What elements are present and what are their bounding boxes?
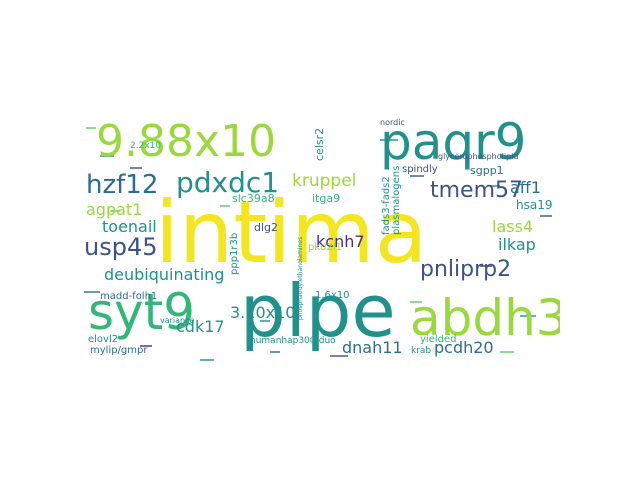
word-yielded: yielded	[420, 334, 457, 345]
word-paqr9: paqr9	[380, 115, 527, 171]
word-pdxdc1: pdxdc1	[176, 166, 280, 199]
word-deubiquinating: deubiquinating	[104, 265, 225, 284]
word-kcnh7: kcnh7	[316, 232, 365, 251]
word-usp45: usp45	[84, 233, 158, 261]
word-aff1: aff1	[510, 178, 542, 197]
word-itga9: itga9	[312, 192, 341, 205]
word-3-10x10: 3.10x10	[230, 303, 296, 322]
word-nordic: nordic	[380, 118, 405, 127]
word-phosphatidylethanolamines: phosphatidylethanolamines	[297, 236, 304, 320]
word-cloud: intima plpe 9.88x10 paqr9 abdh3 syt9 hzf…	[80, 115, 560, 365]
word-syt9: syt9	[88, 283, 196, 341]
word-dlg2: dlg2	[254, 221, 279, 234]
word-hsa19: hsa19	[516, 198, 553, 212]
word-slc39a8: slc39a8	[232, 192, 275, 205]
word-pcdh20: pcdh20	[434, 338, 494, 357]
word-mylip-gmpr: mylip/gmpr	[90, 345, 148, 356]
word-spindly: spindly	[402, 164, 438, 175]
word-plpe: plpe	[240, 269, 396, 353]
word-glycerophospholipid: glycerophospholipid	[438, 152, 519, 161]
word-variance: variance	[160, 316, 195, 325]
word-pnliprp2: pnliprp2	[420, 257, 512, 282]
word-lass4: lass4	[492, 217, 534, 236]
word-agpat1: agpat1	[86, 200, 143, 219]
word-humanhap300-duo: humanhap300-duo	[250, 336, 336, 346]
word-sgpp1: sgpp1	[470, 164, 504, 177]
word-2-2x10: 2.2x10	[130, 141, 162, 151]
word-toenail: toenail	[102, 217, 157, 236]
word-tmem57: tmem57	[430, 178, 524, 203]
word-kruppel: kruppel	[292, 171, 357, 191]
word-ppp1r3b: ppp1r3b	[229, 232, 240, 275]
word-plasmalogens: plasmalogens	[391, 165, 402, 235]
word-1-6x10: 1.6x10	[315, 290, 350, 301]
word-krab: krab	[411, 346, 432, 356]
word-cdk17: cdk17	[176, 317, 225, 336]
word-abdh3: abdh3	[410, 289, 560, 347]
word-intima: intima	[155, 183, 428, 283]
word-hzf12: hzf12	[86, 170, 159, 200]
word-pkd2l1: pkd2l1	[308, 242, 342, 253]
word-elovl2: elovl2	[88, 334, 119, 345]
small-words-texture	[84, 127, 552, 361]
word-ilkap: ilkap	[498, 235, 536, 254]
word-9-88x10: 9.88x10	[96, 116, 276, 167]
word-madd-folh1: madd-folh1	[100, 291, 158, 302]
word-dnah11: dnah11	[342, 338, 403, 357]
word-celsr2: celsr2	[313, 127, 326, 161]
